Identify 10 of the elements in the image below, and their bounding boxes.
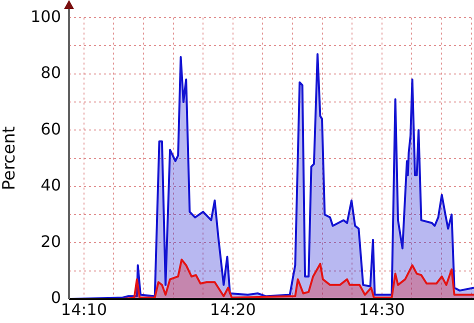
x-tick-label: 14:30 bbox=[358, 300, 405, 319]
y-tick-label: 20 bbox=[40, 232, 61, 251]
x-tick-label: 14:10 bbox=[60, 300, 107, 319]
y-axis-title: Percent bbox=[0, 126, 20, 190]
x-tick-label: 14:20 bbox=[210, 300, 256, 319]
y-tick-label: 0 bbox=[50, 288, 61, 308]
y-tick-label: 100 bbox=[30, 6, 61, 26]
y-tick-label: 80 bbox=[40, 63, 61, 82]
y-tick-label: 40 bbox=[40, 176, 61, 195]
y-tick-label: 60 bbox=[40, 119, 61, 138]
